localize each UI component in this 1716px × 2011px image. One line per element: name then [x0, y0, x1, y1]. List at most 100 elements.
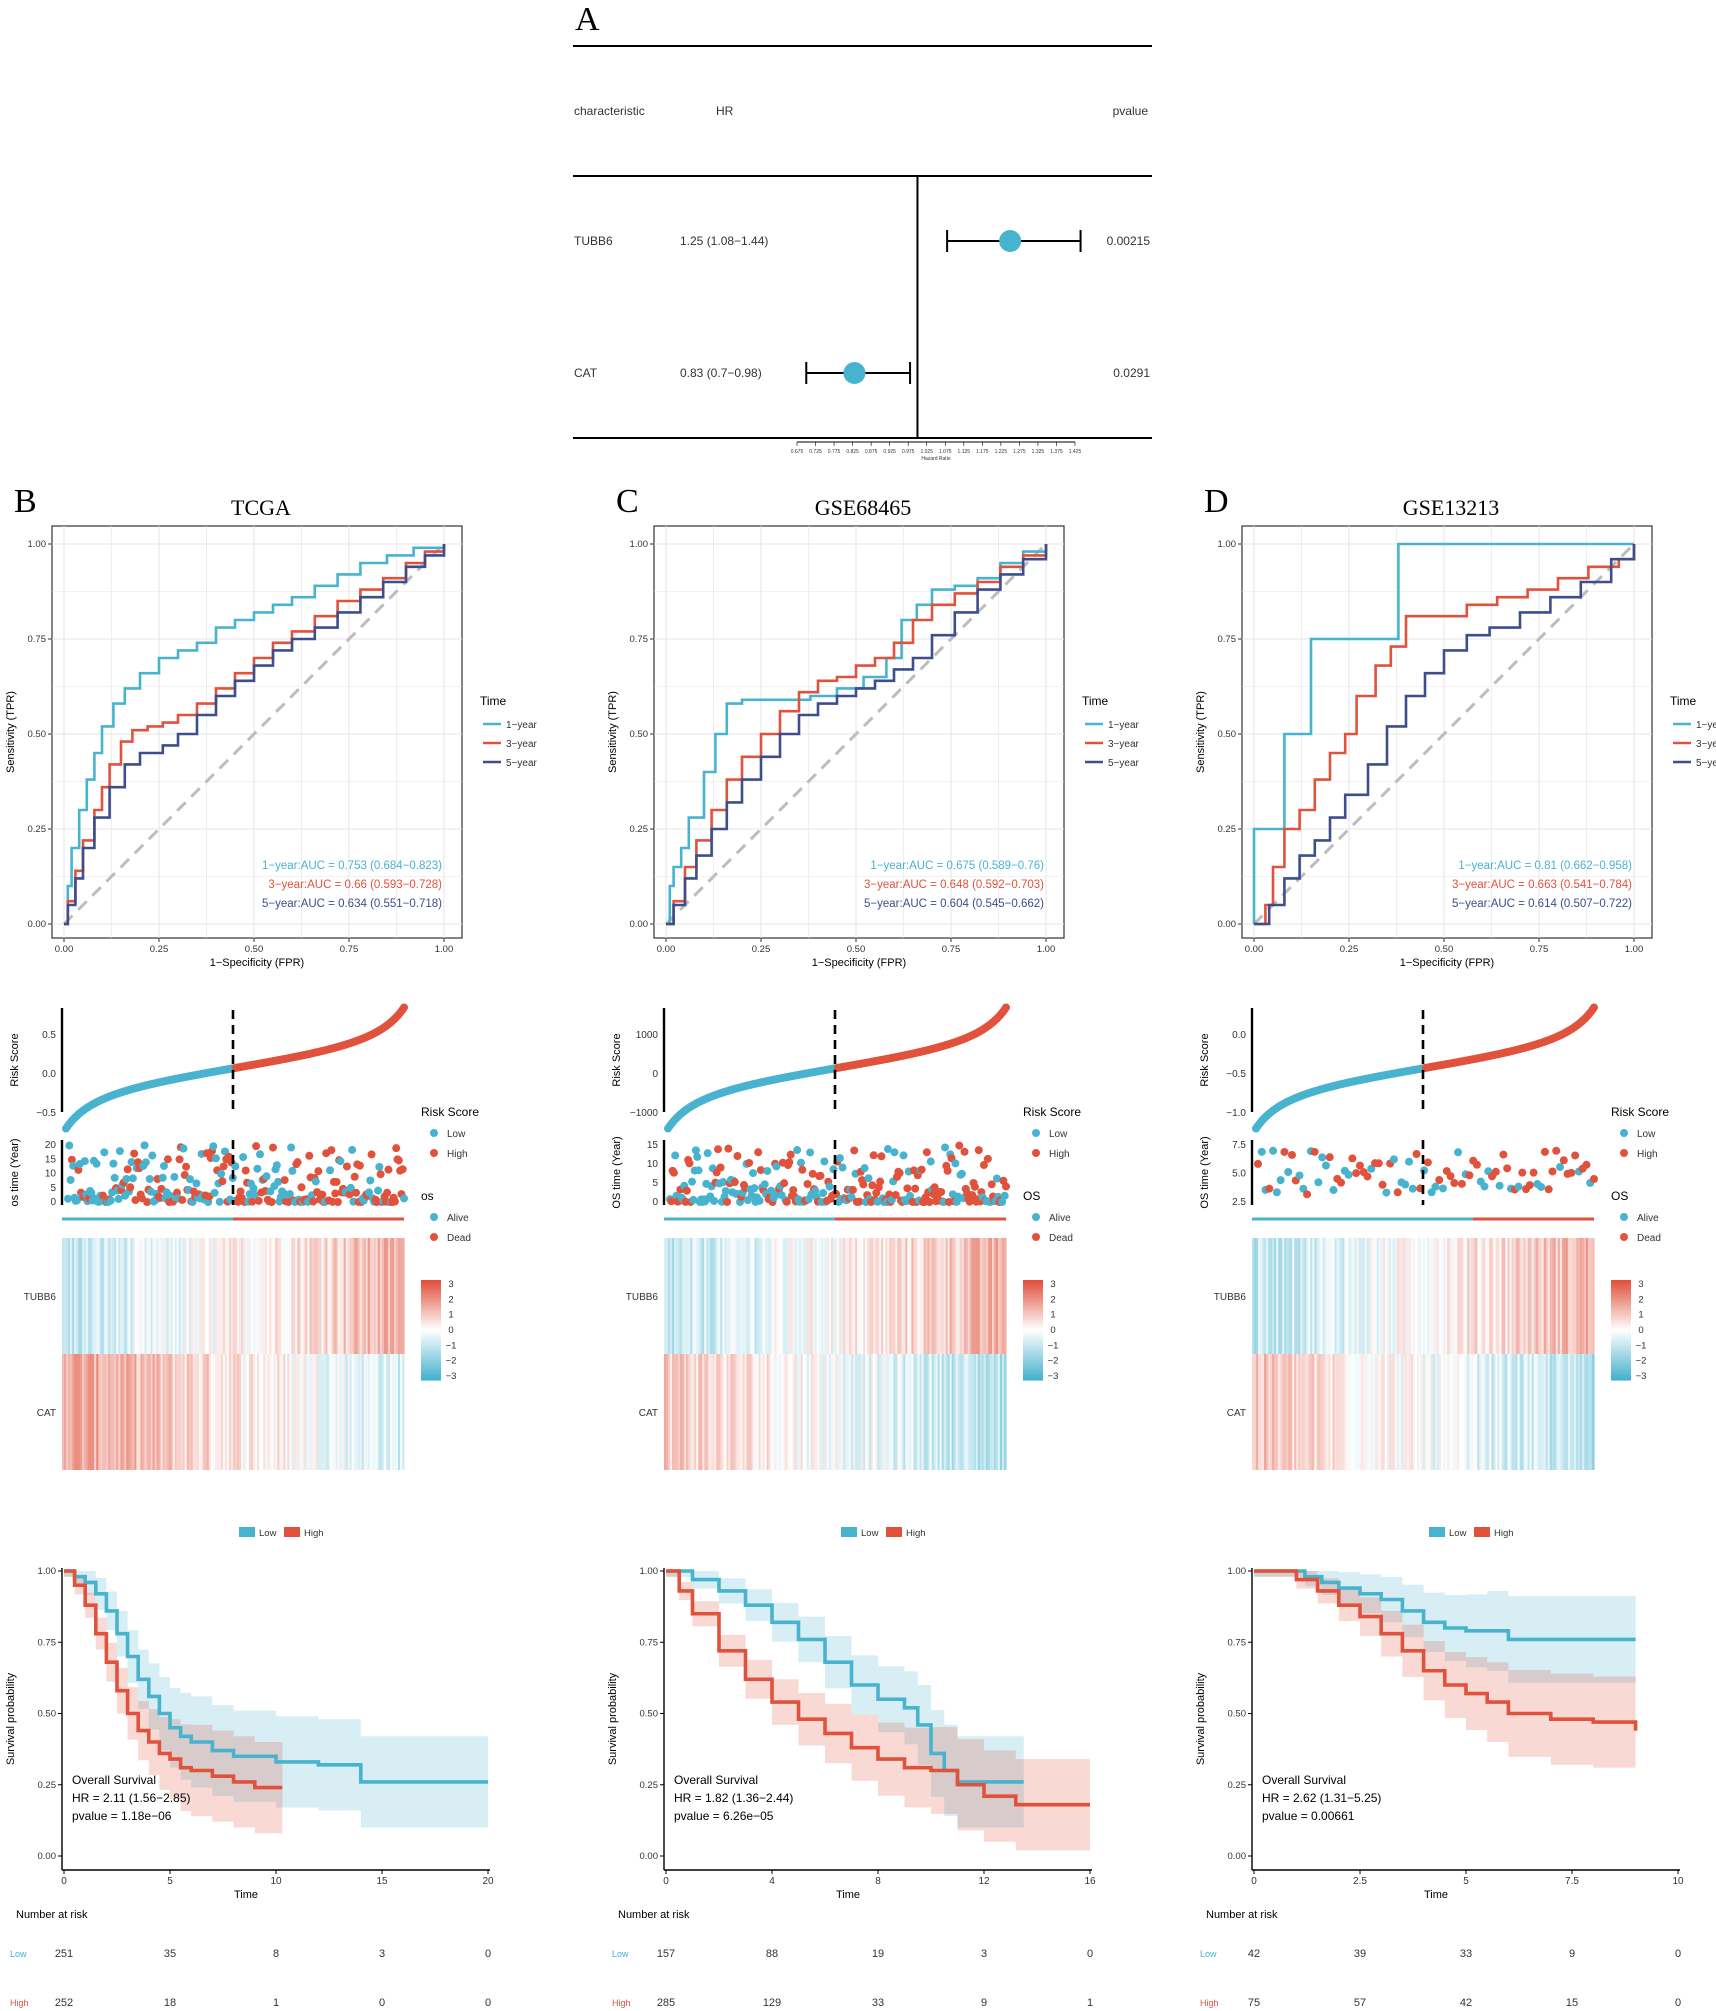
- heat-colorbar-cell: [421, 1297, 441, 1301]
- heatmap-cell-cat: [1449, 1354, 1452, 1470]
- heatmap-cell-tubb6: [710, 1238, 713, 1354]
- heatmap-cell-cat: [1429, 1354, 1432, 1470]
- heatmap-cell-cat: [835, 1354, 838, 1470]
- os-point: [970, 1182, 979, 1191]
- heatmap-cell-cat: [913, 1354, 917, 1470]
- heatmap-cell-tubb6: [70, 1238, 73, 1354]
- heatmap-cell-tubb6: [339, 1238, 343, 1354]
- heatmap-cell-tubb6: [895, 1238, 898, 1354]
- km-curve-high: [1254, 1569, 1638, 1731]
- os-point: [693, 1152, 702, 1161]
- os-point: [178, 1195, 187, 1204]
- heatmap-cell-tubb6: [1589, 1238, 1593, 1354]
- heatmap-cell-tubb6: [1388, 1238, 1392, 1354]
- forest-header-hr: HR: [716, 104, 734, 118]
- os-point: [730, 1178, 739, 1187]
- heatmap-cell-tubb6: [1382, 1238, 1386, 1354]
- heatmap-cell-tubb6: [885, 1238, 888, 1354]
- heatmap-cell-cat: [718, 1354, 721, 1470]
- risk-table-low-label: Low: [1200, 1949, 1217, 1959]
- roc-diagonal: [1252, 542, 1636, 926]
- risk-legend-low: Low: [1637, 1129, 1656, 1140]
- os-point: [1382, 1188, 1391, 1197]
- heatmap-cell-cat: [333, 1354, 337, 1470]
- heatmap-cell-cat: [752, 1354, 756, 1470]
- heat-colorbar-cell: [1023, 1357, 1043, 1361]
- heatmap-cell-cat: [369, 1354, 373, 1470]
- heatmap-cell-cat: [385, 1354, 389, 1470]
- risk-legend-low-dot: [1620, 1129, 1628, 1137]
- heat-colorbar-cell: [1611, 1327, 1631, 1331]
- heatmap-cell-cat: [1384, 1354, 1388, 1470]
- heatmap-cell-tubb6: [233, 1238, 236, 1354]
- heat-colorbar-cell: [1611, 1335, 1631, 1339]
- km-x-tick-label: 10: [1672, 1876, 1684, 1887]
- heatmap-cell-cat: [1553, 1354, 1557, 1470]
- heatmap-cell-tubb6: [291, 1238, 294, 1354]
- heatmap-cell-tubb6: [287, 1238, 290, 1354]
- risk-table-low-label: Low: [10, 1949, 27, 1959]
- os-point: [1363, 1172, 1372, 1181]
- heatmap-cell-tubb6: [1525, 1238, 1529, 1354]
- heatmap-cell-tubb6: [355, 1238, 359, 1354]
- heatmap-cell-tubb6: [1290, 1238, 1293, 1354]
- heatmap-cell-cat: [696, 1354, 699, 1470]
- heatmap-cell-cat: [738, 1354, 742, 1470]
- heatmap-cell-tubb6: [204, 1238, 208, 1354]
- os-point: [239, 1153, 248, 1162]
- risk-y-tick-label: −1000: [630, 1108, 659, 1119]
- heat-colorbar-label: −3: [446, 1371, 457, 1382]
- heatmap-cell-cat: [136, 1354, 140, 1470]
- heatmap-cell-tubb6: [385, 1238, 389, 1354]
- os-point: [1495, 1181, 1504, 1190]
- heat-colorbar-cell: [421, 1325, 441, 1329]
- heat-colorbar-cell: [421, 1332, 441, 1336]
- os-point: [297, 1183, 306, 1192]
- heatmap-cell-tubb6: [983, 1238, 987, 1354]
- os-point: [327, 1146, 336, 1155]
- heatmap-cell-cat: [1513, 1354, 1517, 1470]
- km-curve-low: [64, 1569, 488, 1784]
- heatmap-cell-cat: [732, 1354, 736, 1470]
- heatmap-cell-tubb6: [877, 1238, 880, 1354]
- os-point: [1465, 1171, 1474, 1180]
- heat-colorbar-cell: [421, 1327, 441, 1331]
- heatmap-cell-cat: [339, 1354, 343, 1470]
- risk-table-high-count: 33: [872, 1997, 884, 2009]
- heatmap-cell-tubb6: [281, 1238, 284, 1354]
- heatmap-gene-label: CAT: [1227, 1408, 1246, 1419]
- risk-table-high-count: 0: [379, 1997, 385, 2009]
- heatmap-cell-cat: [772, 1354, 776, 1470]
- os-point: [1567, 1168, 1576, 1177]
- os-point: [895, 1168, 904, 1177]
- heatmap-cell-cat: [1461, 1354, 1464, 1470]
- os-point: [345, 1190, 354, 1199]
- os-point: [941, 1143, 950, 1152]
- os-point: [930, 1183, 939, 1192]
- heat-colorbar-cell: [1023, 1290, 1043, 1294]
- os-point: [859, 1180, 868, 1189]
- heatmap-cell-cat: [895, 1354, 898, 1470]
- heatmap-cell-cat: [786, 1354, 790, 1470]
- km-curve-high: [64, 1569, 283, 1790]
- heatmap-cell-tubb6: [226, 1238, 230, 1354]
- heatmap-cell-cat: [734, 1354, 738, 1470]
- heatmap-cell-cat: [754, 1354, 758, 1470]
- heatmap-cell-tubb6: [911, 1238, 915, 1354]
- risk-table-low-count: 0: [485, 1948, 491, 1960]
- heatmap-cell-tubb6: [1427, 1238, 1430, 1354]
- os-point: [158, 1173, 167, 1182]
- heatmap-cell-tubb6: [82, 1238, 85, 1354]
- risk-table-low-count: 88: [766, 1948, 778, 1960]
- heatmap-cell-cat: [224, 1354, 228, 1470]
- heat-colorbar-cell: [1023, 1312, 1043, 1316]
- heatmap-cell-tubb6: [768, 1238, 772, 1354]
- os-legend-alive-dot: [1620, 1213, 1628, 1221]
- os-point: [733, 1152, 742, 1161]
- heatmap-cell-cat: [939, 1354, 943, 1470]
- heatmap-cell-cat: [1286, 1354, 1289, 1470]
- os-point: [760, 1180, 769, 1189]
- os-point: [1491, 1167, 1500, 1176]
- heatmap-cell-cat: [1358, 1354, 1362, 1470]
- os-point: [318, 1190, 327, 1199]
